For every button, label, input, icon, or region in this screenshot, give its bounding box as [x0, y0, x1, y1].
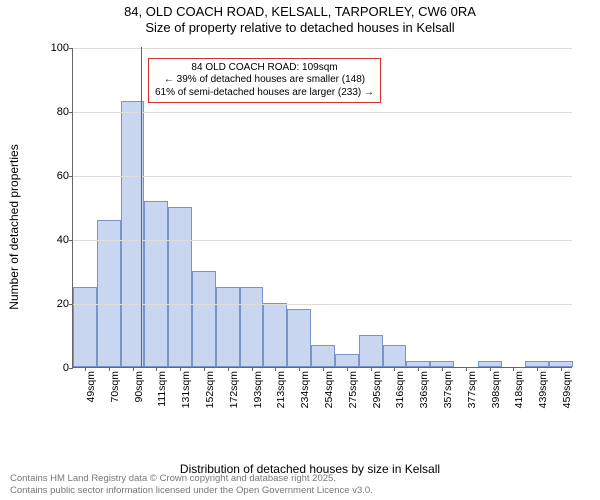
- marker-line: [141, 47, 142, 367]
- xtick-label: 131sqm: [180, 371, 192, 408]
- xtick-label: 111sqm: [156, 371, 168, 407]
- xtick-label: 459sqm: [561, 371, 573, 408]
- xtick-label: 234sqm: [299, 371, 311, 408]
- ytick-mark: [69, 368, 73, 369]
- gridline: [73, 240, 572, 241]
- bar: [263, 303, 287, 367]
- xtick-label: 275sqm: [347, 371, 359, 408]
- xtick-label: 357sqm: [442, 371, 454, 408]
- xtick-label: 70sqm: [109, 371, 121, 403]
- bar: [73, 287, 97, 367]
- y-axis-label: Number of detached properties: [7, 144, 21, 309]
- ytick-label: 100: [51, 42, 69, 54]
- xtick-label: 418sqm: [513, 371, 525, 408]
- bar: [383, 345, 407, 367]
- gridline: [73, 112, 572, 113]
- xtick-label: 398sqm: [490, 371, 502, 408]
- bar: [192, 271, 216, 367]
- xtick-label: 439sqm: [537, 371, 549, 408]
- ytick-label: 40: [57, 234, 69, 246]
- bar: [97, 220, 121, 367]
- chart-container: Number of detached properties 0204060801…: [40, 42, 580, 412]
- bar: [359, 335, 383, 367]
- ytick-mark: [69, 304, 73, 305]
- ytick-mark: [69, 48, 73, 49]
- xtick-label: 49sqm: [85, 371, 97, 403]
- ytick-label: 20: [57, 298, 69, 310]
- bar: [216, 287, 240, 367]
- bar: [335, 354, 359, 367]
- xtick-label: 377sqm: [466, 371, 478, 408]
- annotation-line: 84 OLD COACH ROAD: 109sqm: [155, 62, 374, 75]
- xtick-label: 213sqm: [275, 371, 287, 408]
- xtick-label: 90sqm: [133, 371, 145, 403]
- ytick-label: 80: [57, 106, 69, 118]
- xtick-label: 152sqm: [204, 371, 216, 408]
- bar: [311, 345, 335, 367]
- ytick-mark: [69, 176, 73, 177]
- gridline: [73, 176, 572, 177]
- annotation-line: 61% of semi-detached houses are larger (…: [155, 87, 374, 100]
- footer-attribution: Contains HM Land Registry data © Crown c…: [10, 473, 373, 496]
- xtick-label: 193sqm: [252, 371, 264, 408]
- bar: [287, 309, 311, 367]
- footer-line2: Contains public sector information licen…: [10, 485, 373, 496]
- xtick-label: 295sqm: [371, 371, 383, 408]
- xtick-label: 172sqm: [228, 371, 240, 408]
- gridline: [73, 304, 572, 305]
- xtick-label: 316sqm: [394, 371, 406, 408]
- ytick-mark: [69, 112, 73, 113]
- gridline: [73, 48, 572, 49]
- bar: [168, 207, 192, 367]
- bar: [240, 287, 264, 367]
- bar: [144, 201, 168, 367]
- ytick-label: 60: [57, 170, 69, 182]
- annotation-line: ← 39% of detached houses are smaller (14…: [155, 74, 374, 87]
- chart-title-block: 84, OLD COACH ROAD, KELSALL, TARPORLEY, …: [0, 0, 600, 35]
- plot-area: 02040608010049sqm70sqm90sqm111sqm131sqm1…: [72, 48, 572, 368]
- footer-line1: Contains HM Land Registry data © Crown c…: [10, 473, 373, 484]
- ytick-label: 0: [63, 362, 69, 374]
- xtick-label: 254sqm: [323, 371, 335, 408]
- title-line2: Size of property relative to detached ho…: [0, 20, 600, 35]
- title-line1: 84, OLD COACH ROAD, KELSALL, TARPORLEY, …: [0, 4, 600, 19]
- annotation-box: 84 OLD COACH ROAD: 109sqm← 39% of detach…: [148, 58, 381, 104]
- xtick-label: 336sqm: [418, 371, 430, 408]
- ytick-mark: [69, 240, 73, 241]
